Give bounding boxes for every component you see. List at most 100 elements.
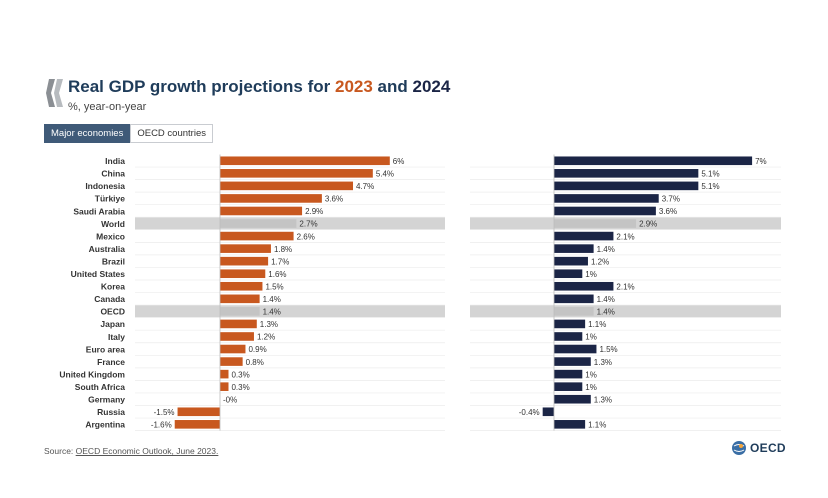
data-label-y2024: 1.5% (599, 345, 617, 354)
data-label-y2023: 2.7% (299, 220, 317, 229)
data-label-y2024: 1% (585, 383, 597, 392)
bar-y2023[interactable] (220, 206, 303, 216)
category-label: Canada (94, 294, 125, 304)
bar-y2023[interactable] (220, 357, 243, 366)
bar-y2024[interactable] (554, 420, 586, 429)
data-label-y2024: 1.4% (597, 245, 615, 254)
bar-y2024[interactable] (554, 319, 586, 329)
category-label: Italy (108, 332, 125, 342)
data-label-y2024: 3.7% (662, 195, 680, 204)
category-label: Argentina (85, 420, 125, 430)
bar-y2024[interactable] (554, 169, 699, 178)
source-note: Source: OECD Economic Outlook, June 2023… (44, 446, 219, 456)
category-label: France (97, 357, 125, 367)
category-label: China (101, 169, 125, 179)
data-label-y2024: 5.1% (701, 170, 719, 179)
category-label: Germany (88, 395, 125, 405)
data-label-y2023: -0% (223, 395, 237, 404)
source-link[interactable]: OECD Economic Outlook, June 2023. (75, 446, 219, 456)
data-label-y2024: 5.1% (701, 182, 719, 191)
data-label-y2023: 2.6% (297, 232, 315, 241)
bar-y2024[interactable] (542, 407, 554, 417)
data-label-y2023: 6% (393, 157, 405, 166)
highlight-band (470, 305, 781, 318)
bar-y2024[interactable] (554, 256, 588, 266)
data-label-y2024: 1.1% (588, 320, 606, 329)
bar-y2024[interactable] (554, 394, 591, 404)
data-label-y2024: 7% (755, 157, 767, 166)
gdp-bar-chart: India 6% 7% China 5.4% 5.1% Indonesia 4.7% 5.1% T… (59, 154, 781, 431)
bar-y2023[interactable] (177, 407, 220, 417)
bar-y2024[interactable] (554, 181, 699, 191)
bar-y2024[interactable] (554, 231, 614, 241)
bar-y2024[interactable] (554, 344, 597, 354)
bar-y2023[interactable] (220, 181, 354, 191)
bar-y2024[interactable] (554, 156, 753, 166)
bar-y2024[interactable] (554, 357, 591, 366)
bar-y2023[interactable] (220, 156, 390, 166)
bar-y2023[interactable] (220, 219, 297, 228)
data-label-y2023: 0.8% (246, 358, 264, 367)
data-label-y2023: -1.5% (154, 408, 175, 417)
category-label: Mexico (96, 231, 125, 241)
category-label: United States (71, 269, 126, 279)
data-label-y2023: 1.4% (263, 295, 281, 304)
bar-y2024[interactable] (554, 219, 637, 228)
oecd-logo-text: OECD (750, 441, 786, 455)
bar-y2023[interactable] (220, 294, 260, 304)
data-label-y2023: 0.3% (231, 370, 249, 379)
bar-y2023[interactable] (220, 169, 373, 178)
data-label-y2023: 1.5% (265, 282, 283, 291)
bar-y2023[interactable] (220, 256, 269, 266)
category-label: Euro area (86, 344, 125, 354)
bar-y2023[interactable] (174, 420, 220, 429)
bar-y2024[interactable] (554, 382, 583, 391)
bar-y2023[interactable] (220, 244, 271, 253)
data-label-y2023: 1.2% (257, 333, 275, 342)
bar-y2024[interactable] (554, 281, 614, 291)
bar-y2023[interactable] (220, 344, 246, 354)
bar-y2024[interactable] (554, 244, 594, 253)
bar-y2023[interactable] (220, 382, 229, 391)
bar-y2024[interactable] (554, 194, 659, 203)
category-label: South Africa (75, 382, 125, 392)
bar-y2023[interactable] (220, 369, 229, 379)
bar-y2024[interactable] (554, 206, 656, 216)
bar-y2023[interactable] (220, 194, 322, 203)
oecd-chevron-logo-icon (46, 79, 63, 107)
oecd-logo: OECD (731, 440, 786, 456)
data-label-y2024: 1% (585, 270, 597, 279)
chart-subtitle: %, year-on-year (68, 101, 147, 113)
bar-y2023[interactable] (220, 231, 294, 241)
data-label-y2023: 3.6% (325, 195, 343, 204)
data-label-y2023: 1.8% (274, 245, 292, 254)
bar-y2023[interactable] (220, 319, 257, 329)
category-label: United Kingdom (59, 369, 125, 379)
bar-y2024[interactable] (554, 307, 594, 316)
data-label-y2023: -1.6% (151, 421, 172, 430)
data-label-y2024: 1.3% (594, 395, 612, 404)
bar-y2024[interactable] (554, 294, 594, 304)
data-label-y2024: 1.2% (591, 257, 609, 266)
category-label: Japan (100, 319, 125, 329)
category-label: Australia (89, 244, 126, 254)
category-label: Türkiye (95, 194, 126, 204)
data-label-y2024: 1% (585, 370, 597, 379)
tab-major-economies[interactable]: Major economies (44, 124, 131, 143)
bar-y2023[interactable] (220, 281, 263, 291)
category-label: Korea (101, 282, 125, 292)
bar-y2024[interactable] (554, 269, 583, 279)
data-label-y2023: 2.9% (305, 207, 323, 216)
title-year-2023: 2023 (335, 77, 373, 96)
data-label-y2024: 3.6% (659, 207, 677, 216)
bar-y2024[interactable] (554, 369, 583, 379)
bar-y2024[interactable] (554, 332, 583, 341)
data-label-y2024: 2.1% (616, 282, 634, 291)
bar-y2023[interactable] (220, 332, 254, 341)
tab-oecd-countries[interactable]: OECD countries (130, 124, 213, 143)
bar-y2023[interactable] (220, 269, 266, 279)
data-label-y2024: 2.9% (639, 220, 657, 229)
bar-y2023[interactable] (220, 307, 260, 316)
data-label-y2023: 1.3% (260, 320, 278, 329)
globe-icon (732, 441, 746, 455)
